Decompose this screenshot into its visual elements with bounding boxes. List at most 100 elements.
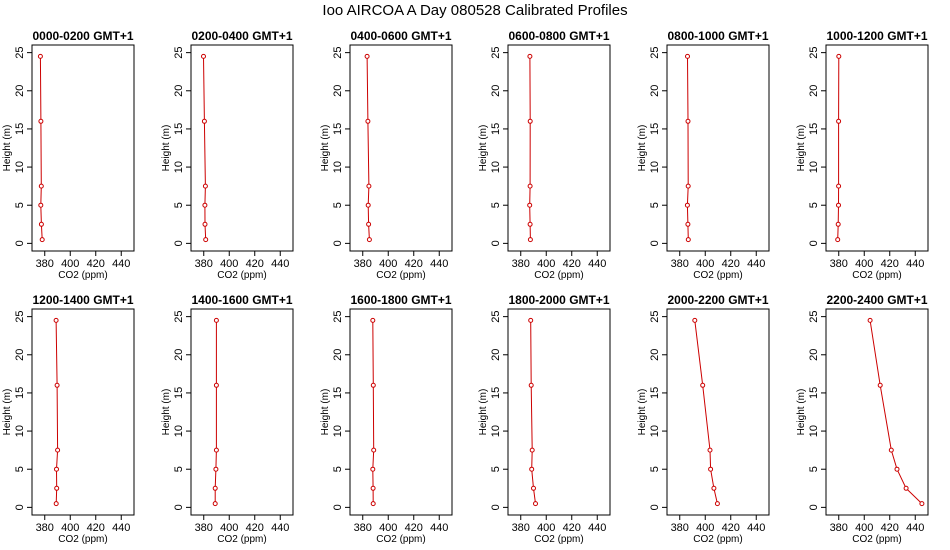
y-tick-label: 0: [332, 240, 344, 246]
x-axis-label: CO2 (ppm): [693, 534, 742, 545]
y-tick-label: 15: [490, 123, 502, 135]
x-tick-label: 400: [855, 258, 873, 270]
data-point: [213, 382, 219, 388]
x-axis-label: CO2 (ppm): [217, 270, 266, 281]
x-tick-label: 420: [87, 522, 105, 534]
data-point: [203, 237, 209, 243]
data-point: [201, 118, 207, 124]
data-point: [835, 237, 841, 243]
x-tick-label: 420: [246, 522, 264, 534]
y-tick-label: 15: [808, 387, 820, 399]
x-tick-label: 400: [537, 258, 555, 270]
x-tick-label: 400: [61, 258, 79, 270]
x-tick-label: 420: [563, 258, 581, 270]
plot-frame: [825, 44, 929, 252]
x-tick-label: 440: [112, 258, 130, 270]
plot-frame: [349, 308, 453, 516]
x-tick-label: 400: [379, 522, 397, 534]
data-point: [685, 118, 691, 124]
plot-frame: [190, 44, 294, 252]
data-point: [370, 466, 376, 472]
y-tick-label: 15: [332, 123, 344, 135]
y-tick-label: 5: [490, 202, 502, 208]
y-tick-label: 0: [490, 504, 502, 510]
y-tick-label: 15: [173, 123, 185, 135]
profile-line: [686, 56, 689, 240]
x-tick-label: 440: [430, 258, 448, 270]
panel-title: 1000-1200 GMT+1: [826, 29, 927, 43]
y-tick-label: 20: [14, 85, 26, 97]
y-tick-label: 0: [649, 504, 661, 510]
plot-frame: [190, 308, 294, 516]
y-tick-label: 10: [490, 161, 502, 173]
data-point: [371, 447, 377, 453]
plot-frame: [31, 44, 135, 252]
panel-title: 1200-1400 GMT+1: [32, 293, 133, 307]
x-tick-label: 380: [512, 522, 530, 534]
data-point: [903, 485, 909, 491]
data-point: [366, 221, 372, 227]
y-tick-label: 20: [332, 85, 344, 97]
x-axis-label: CO2 (ppm): [376, 534, 425, 545]
y-tick-label: 15: [808, 123, 820, 135]
data-point: [529, 447, 535, 453]
data-point: [370, 485, 376, 491]
y-tick-label: 20: [173, 349, 185, 361]
panel-2: 0200-0400 GMT+1 380 400 420 440 0 5 10 15 20 25 CO2…: [161, 29, 294, 281]
y-tick-label: 20: [332, 349, 344, 361]
x-tick-label: 400: [61, 522, 79, 534]
y-axis-label: Height (m): [796, 389, 807, 436]
y-tick-label: 20: [173, 85, 185, 97]
y-tick-label: 5: [332, 466, 344, 472]
x-tick-label: 440: [588, 522, 606, 534]
x-tick-label: 380: [354, 258, 372, 270]
y-tick-label: 15: [490, 387, 502, 399]
data-point: [38, 183, 44, 189]
x-axis-label: CO2 (ppm): [217, 534, 266, 545]
y-tick-label: 5: [808, 466, 820, 472]
x-tick-label: 380: [671, 258, 689, 270]
panel-7: 1200-1400 GMT+1 380 400 420 440 0 5 10 15 20 25 CO2…: [2, 293, 135, 545]
y-tick-label: 25: [173, 311, 185, 323]
y-tick-label: 15: [649, 387, 661, 399]
x-tick-label: 380: [512, 258, 530, 270]
y-tick-label: 25: [649, 47, 661, 59]
panel-title: 1800-2000 GMT+1: [508, 293, 609, 307]
panel-5: 0800-1000 GMT+1 380 400 420 440 0 5 10 15 20 25 CO2…: [637, 29, 770, 281]
data-point: [919, 501, 925, 507]
data-point: [202, 221, 208, 227]
data-point: [365, 202, 371, 208]
data-point: [366, 237, 372, 243]
y-tick-label: 15: [173, 387, 185, 399]
data-point: [212, 501, 218, 507]
data-point: [835, 221, 841, 227]
data-point: [836, 118, 842, 124]
data-point: [894, 466, 900, 472]
data-point: [836, 202, 841, 208]
x-tick-label: 400: [855, 522, 873, 534]
data-point: [867, 317, 873, 323]
y-axis-label: Height (m): [637, 389, 648, 436]
data-point: [528, 317, 534, 323]
x-tick-label: 380: [830, 522, 848, 534]
profile-line: [694, 320, 718, 504]
panel-11: 2000-2200 GMT+1 380 400 420 440 0 5 10 15 20 25 CO2…: [637, 293, 770, 545]
y-axis-label: Height (m): [161, 125, 172, 172]
y-tick-label: 25: [490, 47, 502, 59]
y-tick-label: 5: [14, 202, 26, 208]
plot-frame: [666, 308, 770, 516]
y-tick-label: 0: [173, 504, 185, 510]
data-point: [370, 382, 376, 388]
y-tick-label: 10: [14, 161, 26, 173]
x-tick-label: 440: [906, 258, 924, 270]
y-tick-label: 25: [649, 311, 661, 323]
y-axis-label: Height (m): [637, 125, 648, 172]
x-tick-label: 400: [696, 522, 714, 534]
profile-line: [529, 56, 531, 240]
y-axis-label: Height (m): [478, 389, 489, 436]
profile-line: [366, 56, 370, 240]
data-point: [836, 183, 842, 189]
data-point: [54, 466, 59, 472]
y-tick-label: 10: [332, 425, 344, 437]
